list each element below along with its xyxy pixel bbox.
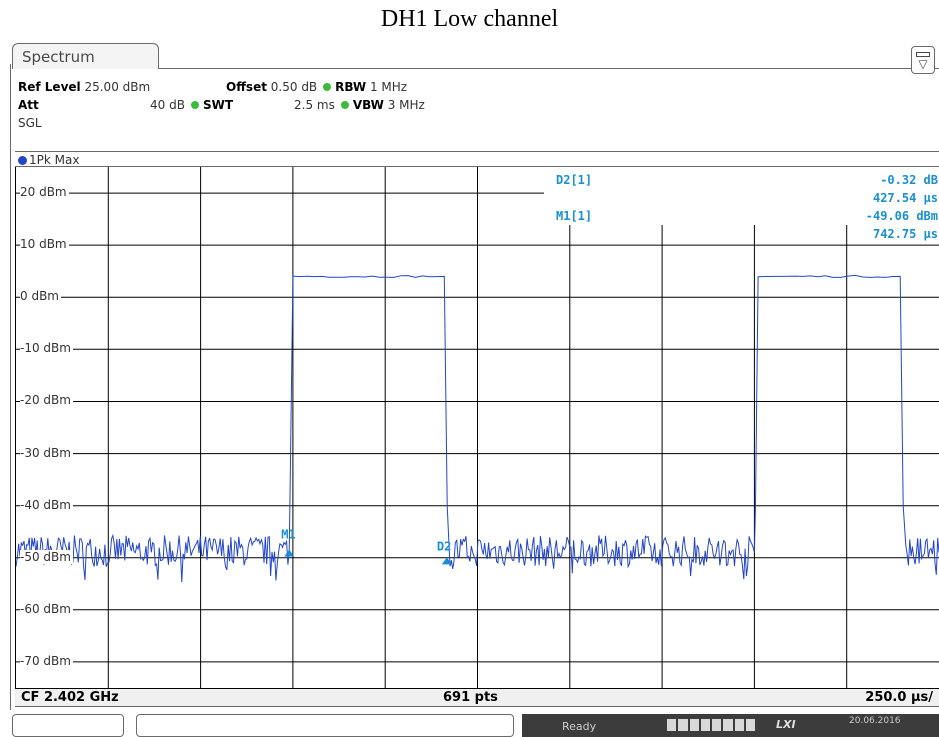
y-tick-label: -30 dBm [20,445,73,460]
sweep-mode: SGL [18,116,42,130]
marker-info-box [544,167,939,225]
marker-d2-triangle [441,557,452,565]
marker-d2-label: D2[1] [556,173,592,187]
plot-area: D2[1] -0.32 dB 427.54 µs M1[1] -49.06 dBm 742… [15,167,939,688]
att-label-wrap: Att [18,98,39,112]
marker-d2-tag: D2 [437,539,451,553]
marker-m1-tag: M1 [281,528,295,542]
ref-level-label: Ref Level [18,80,81,94]
progress-indicator [667,719,755,731]
att-value: 40 dB [150,98,185,112]
status-date: 20.06.2016 [849,716,901,726]
ready-status: Ready [562,720,597,733]
y-tick-label: -10 dBm [20,341,73,356]
page-title: DH1 Low channel [380,6,559,32]
y-tick-label: -70 dBm [20,653,73,668]
status-panel: Ready LXI 20.06.2016 [522,714,939,737]
menu-button[interactable]: ▽ [911,46,935,74]
y-tick-label: -60 dBm [20,601,73,616]
swt-value: 2.5 ms [294,98,335,112]
offset-label: Offset [226,80,267,94]
tab-divider [159,68,939,69]
marker-m1-triangle [284,549,295,557]
y-tick-label: -20 dBm [20,393,73,408]
trace-label: 1Pk Max [29,153,80,167]
marker-m1-time: 742.75 µs [873,227,938,241]
sweep-points: 691 pts [443,690,498,705]
rbw-label: RBW [335,80,367,94]
att-label: Att [18,98,39,112]
status-bar: Ready LXI 20.06.2016 [10,711,939,737]
trace-dot-icon [18,156,27,165]
marker-d2-time: 427.54 µs [873,191,938,205]
swt-label: SWT [202,98,234,112]
y-tick-label: 0 dBm [20,289,61,304]
bottom-bar: CF 2.402 GHz 691 pts 250.0 µs/ [15,688,939,707]
vbw-label: VBW [352,98,384,112]
rbw-value: 1 MHz [369,80,408,94]
trace-line [15,274,939,583]
settings-row-1: Ref Level 25.00 dBm [18,80,150,94]
offset-setting: Offset 0.50 dB RBW 1 MHz [226,80,407,94]
y-tick-label: 10 dBm [20,237,69,252]
status-dot [190,101,199,109]
swt-setting: 2.5 ms VBW 3 MHz [294,98,425,112]
lxi-icon: LXI [776,718,796,731]
status-button-left[interactable] [12,714,124,737]
spectrum-chart: D2[1] -0.32 dB 427.54 µs M1[1] -49.06 dBm 742… [15,167,939,688]
ref-level-value: 25.00 dBm [84,80,151,94]
att-setting: 40 dB SWT [150,98,233,112]
y-tick-label: -40 dBm [20,497,73,512]
center-frequency: CF 2.402 GHz [21,690,119,705]
marker-m1-label: M1[1] [556,209,592,223]
status-dot [323,83,332,91]
y-tick-label: -50 dBm [20,549,73,564]
vbw-value: 3 MHz [387,98,425,112]
span-per-division: 250.0 µs/ [865,690,933,705]
marker-d2-level: -0.32 dB [880,173,938,187]
status-button-middle[interactable] [136,714,514,737]
menu-icon [916,52,930,57]
trace-bar: 1Pk Max [15,151,939,167]
y-tick-label: 20 dBm [20,185,69,200]
tab-spectrum[interactable]: Spectrum [12,43,159,69]
marker-m1-level: -49.06 dBm [866,209,938,223]
status-dot [340,101,349,109]
offset-value: 0.50 dB [270,80,318,94]
